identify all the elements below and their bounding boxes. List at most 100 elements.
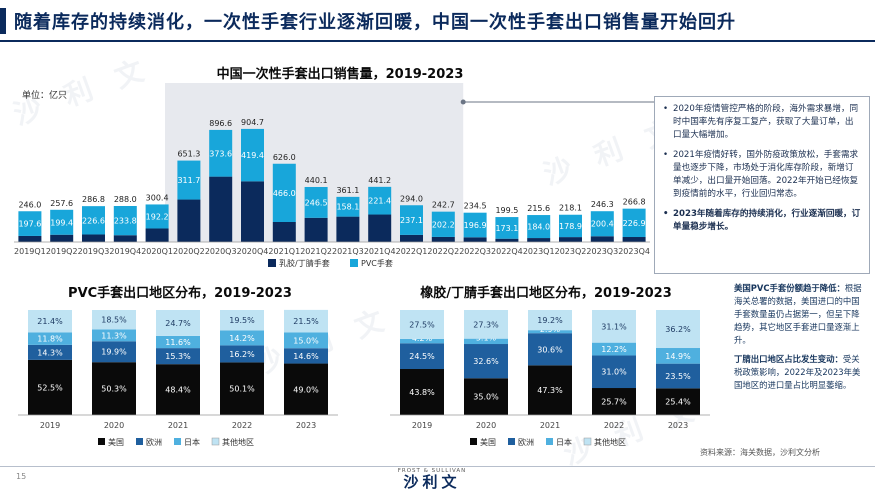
segment-value-label: 52.5% [37, 383, 63, 392]
legend-swatch [174, 438, 181, 445]
total-value-label: 288.0 [114, 195, 137, 204]
pvc-value-label: 466.0 [273, 189, 296, 198]
bar-pvc [145, 204, 169, 229]
bar-segment-japan [284, 332, 328, 349]
pvc-value-label: 237.1 [400, 216, 423, 225]
note-item: 2021年疫情好转，国外防疫政策放松，手套需求量也逐步下降，市场处于消化库存阶段… [663, 149, 861, 201]
bar-pvc [113, 206, 137, 236]
bar-nitrile [431, 236, 455, 242]
legend-swatch-nitrile [268, 259, 276, 267]
bar-nitrile [209, 176, 233, 242]
bar-segment-other [92, 310, 136, 330]
segment-value-label: 24.7% [165, 319, 191, 328]
bar-segment-europe [400, 343, 444, 370]
total-value-label: 440.1 [305, 176, 328, 185]
total-value-label: 651.3 [177, 150, 200, 159]
side-note-text: 根据海关总署的数据，美国进口的中国手套数量虽仍占据第一，但呈下降趋势，其它地区手… [734, 283, 862, 345]
segment-value-label: 11.8% [37, 335, 63, 344]
pvc-value-label: 233.8 [114, 217, 137, 226]
legend-label: 美国 [480, 437, 496, 447]
footer-rule [0, 466, 875, 467]
bar-segment-other [528, 310, 572, 331]
bar-nitrile [495, 238, 519, 242]
bar-nitrile [177, 199, 201, 242]
bar-segment-usa [656, 388, 700, 415]
x-tick-label: 2020 [104, 421, 124, 430]
legend-label: 欧洲 [146, 437, 162, 447]
bar-nitrile [368, 214, 392, 242]
legend-label: PVC手套 [361, 258, 393, 268]
total-value-label: 361.1 [336, 186, 359, 195]
x-tick-label: 2022Q2 [427, 247, 459, 256]
segment-value-label: 35.0% [473, 393, 499, 402]
side-note: 美国PVC手套份额趋于降低：根据海关总署的数据，美国进口的中国手套数量虽仍占据第… [734, 282, 866, 398]
segment-value-label: 27.5% [409, 320, 435, 329]
segment-value-label: 14.2% [229, 334, 255, 343]
page-number: 15 [16, 472, 27, 481]
pvc-value-label: 373.6 [209, 149, 232, 158]
total-value-label: 257.6 [50, 199, 73, 208]
x-tick-label: 2019 [40, 421, 60, 430]
segment-value-label: 24.5% [409, 352, 435, 361]
source-note: 资料来源：海关数据，沙利文分析 [700, 448, 820, 457]
total-value-label: 234.5 [464, 202, 487, 211]
bar-segment-japan [592, 342, 636, 356]
slide-title: 随着库存的持续消化，一次性手套行业逐渐回暖，中国一次性手套出口销售量开始回升 [14, 12, 736, 33]
pvc-value-label: 199.4 [50, 218, 73, 227]
pvc-value-label: 192.2 [146, 212, 169, 221]
bar-pvc [590, 211, 614, 237]
bar-segment-japan [400, 338, 444, 344]
x-tick-label: 2021Q4 [364, 247, 396, 256]
bar-nitrile [272, 222, 296, 242]
segment-value-label: 50.3% [101, 385, 127, 394]
bar-segment-usa [28, 359, 72, 415]
title-bar: 随着库存的持续消化，一次性手套行业逐渐回暖，中国一次性手套出口销售量开始回升 [0, 0, 875, 40]
pvc-region-chart: PVC手套出口地区分布，2019-2023 52.5% 14.3% 11.8% 21.… [18, 285, 338, 447]
total-value-label: 286.8 [82, 195, 105, 204]
x-tick-label: 2021Q1 [268, 247, 300, 256]
pvc-value-label: 246.5 [305, 198, 328, 207]
segment-value-label: 15.3% [165, 352, 191, 361]
bar-pvc [559, 214, 582, 238]
x-tick-label: 2023Q4 [618, 247, 650, 256]
segment-value-label: 47.3% [537, 386, 563, 395]
total-value-label: 215.6 [527, 204, 550, 213]
x-tick-label: 2019Q4 [109, 247, 141, 256]
bar-segment-japan [220, 330, 264, 346]
x-tick-label: 2021Q3 [332, 247, 364, 256]
segment-value-label: 19.5% [229, 316, 255, 325]
segment-value-label: 18.5% [101, 316, 127, 325]
bar-segment-usa [156, 364, 200, 415]
pvc-value-label: 158.1 [336, 203, 359, 212]
side-note-highlight: 美国PVC手套份额趋于降低： [734, 283, 845, 293]
segment-value-label: 19.9% [101, 348, 127, 357]
connector-dot [460, 99, 466, 105]
legend-swatch [136, 438, 143, 445]
bar-pvc [336, 196, 360, 217]
total-value-label: 626.0 [273, 153, 296, 162]
total-value-label: 246.0 [18, 200, 41, 209]
segment-value-label: 32.6% [473, 357, 499, 366]
segment-value-label: 31.0% [601, 368, 627, 377]
quarterly-export-chart: 中国一次性手套出口销售量，2019-2023 单位：亿只 197.6 246.0 2… [14, 66, 654, 268]
pvc-value-label: 226.6 [82, 216, 105, 225]
bar-pvc [495, 217, 519, 239]
legend-label: 乳胶/丁腈手套 [279, 258, 330, 268]
x-tick-label: 2020 [476, 421, 496, 430]
x-tick-label: 2023Q1 [523, 247, 555, 256]
legend-swatch-pvc [350, 259, 358, 267]
segment-value-label: 12.2% [601, 345, 627, 354]
brand-logo: FROST & SULLIVAN 沙利文 [372, 468, 492, 491]
bar-nitrile [82, 234, 105, 242]
bar-segment-usa [528, 365, 572, 415]
total-value-label: 441.2 [368, 176, 391, 185]
total-value-label: 300.4 [146, 193, 169, 202]
total-value-label: 294.0 [400, 194, 423, 203]
pvc-value-label: 419.4 [241, 151, 264, 160]
x-tick-label: 2019Q3 [78, 247, 110, 256]
segment-value-label: 14.6% [293, 352, 319, 361]
x-tick-label: 2023 [668, 421, 688, 430]
bar-nitrile [559, 237, 582, 242]
pvc-value-label: 200.4 [591, 220, 614, 229]
brand-big: 沙利文 [403, 473, 461, 491]
